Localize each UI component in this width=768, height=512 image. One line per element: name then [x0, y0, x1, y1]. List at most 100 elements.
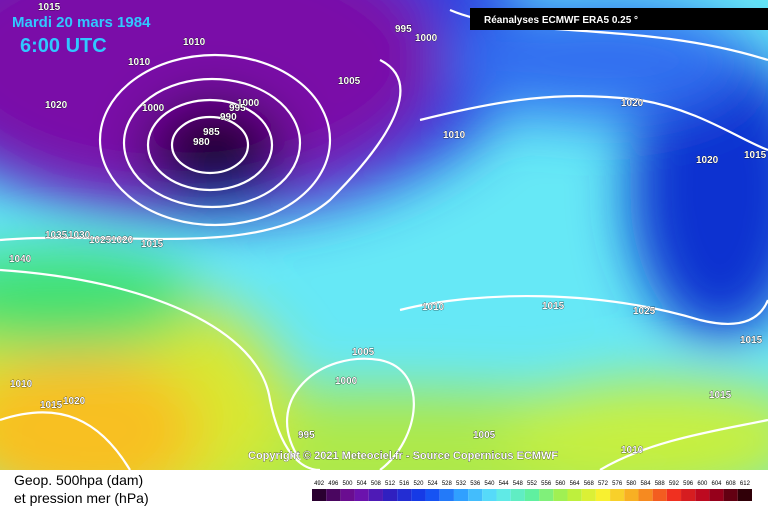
scale-swatch [652, 489, 667, 501]
scale-label: 508 [371, 481, 382, 487]
scale-label: 520 [413, 481, 424, 487]
scale-label: 532 [456, 481, 467, 487]
isobar-label: 1015 [740, 335, 763, 346]
isobar-label: 1025 [633, 306, 656, 317]
scale-label: 540 [484, 481, 495, 487]
isobar-label: 1000 [415, 33, 438, 44]
scale-swatch [695, 489, 710, 501]
scale-label: 600 [697, 481, 708, 487]
scale-swatch [340, 489, 355, 501]
scale-label: 572 [598, 481, 609, 487]
scale-label: 604 [712, 481, 723, 487]
isobar-label: 1010 [443, 130, 466, 141]
scale-label: 536 [470, 481, 481, 487]
isobar-label: 1015 [744, 150, 767, 161]
scale-swatch [510, 489, 525, 501]
scale-label: 608 [726, 481, 737, 487]
scale-swatch [723, 489, 738, 501]
isobar-label: 1015 [709, 390, 732, 401]
isobar-label: 1010 [183, 37, 206, 48]
scale-swatch [397, 489, 412, 501]
scale-swatch [638, 489, 653, 501]
legend-line1: Geop. 500hpa (dam) [14, 472, 143, 488]
scale-label: 504 [357, 481, 368, 487]
date: Mardi 20 mars 1984 [12, 14, 151, 31]
scale-label: 592 [669, 481, 680, 487]
scale-label: 552 [527, 481, 538, 487]
isobar-label: 1005 [473, 430, 496, 441]
scale-label: 492 [314, 481, 325, 487]
scale-label: 496 [328, 481, 339, 487]
isobar-label: 1015 [38, 2, 61, 13]
scale-swatch [581, 489, 596, 501]
source-label: Réanalyses ECMWF ERA5 0.25 ° [484, 15, 638, 26]
scale-swatch [425, 489, 440, 501]
scale-swatch [411, 489, 426, 501]
scale-swatch [624, 489, 639, 501]
scale-swatch [439, 489, 454, 501]
color-scale: 492 496 500 504 508 512 516 520 524 528 532 536 540 5… [312, 481, 752, 501]
isobar-label: 1040 [9, 254, 32, 265]
scale-swatch [453, 489, 469, 501]
isobar-label: 995 [395, 24, 412, 35]
isobar-label: 1020 [63, 396, 86, 407]
scale-swatch [524, 489, 540, 501]
scale-label: 568 [584, 481, 595, 487]
isobar-label: 1020 [621, 98, 644, 109]
isobar-label: 1015 [542, 301, 565, 312]
scale-swatch [666, 489, 682, 501]
scale-label: 556 [541, 481, 552, 487]
isobar-label: 985 [203, 127, 220, 138]
isobar-label: 1025 [89, 235, 112, 246]
scale-label: 548 [513, 481, 524, 487]
scale-label: 564 [570, 481, 581, 487]
scale-swatch [610, 489, 625, 501]
scale-swatch [468, 489, 483, 501]
isobar-label: 1010 [128, 57, 151, 68]
scale-swatch [567, 489, 582, 501]
scale-label: 588 [655, 481, 666, 487]
scale-label: 544 [499, 481, 510, 487]
isobar-label: 1030 [68, 230, 91, 241]
isobar-label: 1020 [696, 155, 719, 166]
scale-swatch [681, 489, 696, 501]
isobar-label: 1010 [422, 302, 445, 313]
scale-label: 512 [385, 481, 396, 487]
scale-swatch [368, 489, 383, 501]
isobar-label: 1000 [142, 103, 165, 114]
scale-label: 576 [612, 481, 623, 487]
scale-swatch [354, 489, 369, 501]
scale-swatch [496, 489, 511, 501]
isobar-label: 1020 [45, 100, 68, 111]
scale-label: 580 [626, 481, 637, 487]
isobar-label: 995 [298, 430, 315, 441]
source-box [470, 8, 768, 30]
scale-swatch [553, 489, 568, 501]
isobar-label: 1005 [338, 76, 361, 87]
scale-label: 596 [683, 481, 694, 487]
scale-label: 516 [399, 481, 410, 487]
scale-swatch [709, 489, 724, 501]
scale-label: 528 [442, 481, 453, 487]
isobar-label: 1005 [352, 347, 375, 358]
scale-swatch [312, 489, 327, 501]
isobar-label: 1010 [621, 445, 644, 456]
isobar-label: 1020 [111, 235, 134, 246]
scale-label: 584 [641, 481, 652, 487]
copyright: Copyright © 2021 Meteociel.fr - Source C… [248, 450, 558, 462]
scale-label: 500 [342, 481, 353, 487]
isobar-label: 980 [193, 137, 210, 148]
scale-swatch [595, 489, 611, 501]
scale-label: 560 [555, 481, 566, 487]
isobar-label: 1000 [335, 376, 358, 387]
scale-swatch [326, 489, 341, 501]
isobar-label: 1035 [45, 230, 68, 241]
legend-line2: et pression mer (hPa) [14, 490, 149, 506]
scale-swatch [737, 489, 752, 501]
scale-swatch [539, 489, 554, 501]
scale-label: 524 [428, 481, 439, 487]
